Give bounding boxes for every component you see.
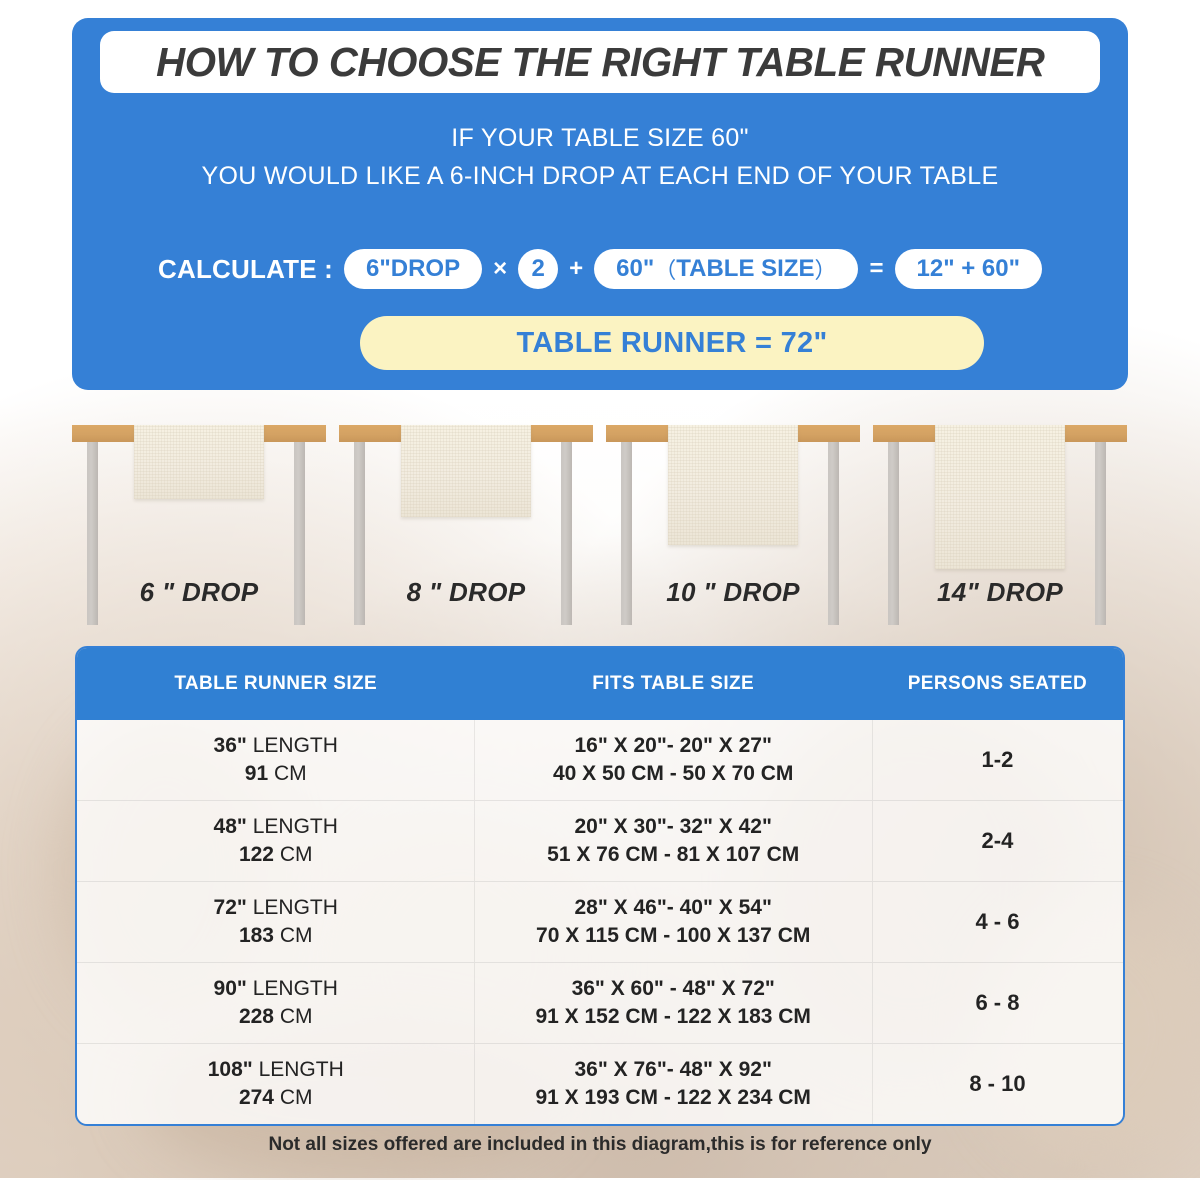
tabletop-surface-left [72, 425, 140, 442]
tabletop-surface-right [1059, 425, 1127, 442]
result-pill: TABLE RUNNER = 72" [360, 316, 984, 370]
cell-fits-table-size: 20" X 30"- 32" X 42" 51 X 76 CM - 81 X 10… [547, 815, 800, 866]
tabletop-surface-left [606, 425, 674, 442]
calculation-row: CALCULATE : 6"DROP × 2 + 60" （ TABLE SIZ… [72, 246, 1128, 292]
pill-drop-value: 6"DROP [344, 249, 483, 289]
paren-open: （ [654, 258, 677, 283]
table-runner-fabric [935, 425, 1065, 569]
cell-runner-size: 36" LENGTH 91 CM [213, 734, 338, 785]
drop-illustration: 8 " DROP [339, 425, 593, 625]
drop-label: 8 " DROP [406, 577, 526, 607]
cell-fits-table-size: 36" X 76"- 48" X 92" 91 X 193 CM - 122 X … [535, 1058, 811, 1109]
cell-persons-seated: 2-4 [981, 828, 1014, 854]
subtitle-line-1: IF YOUR TABLE SIZE 60" [451, 124, 749, 152]
drop-label: 14" DROP [937, 577, 1063, 607]
title-box: HOW TO CHOOSE THE RIGHT TABLE RUNNER [100, 31, 1100, 93]
table-row: 108" LENGTH 274 CM 36" X 76"- 48" X 92" 91 … [77, 1043, 1123, 1124]
table-leg-left [888, 442, 899, 625]
table-leg-right [561, 442, 572, 625]
cell-persons-seated: 1-2 [981, 747, 1014, 773]
table-runner-fabric [401, 425, 531, 517]
tabletop-surface-left [873, 425, 941, 442]
table-size-name: TABLE SIZE [676, 255, 815, 282]
pill-table-size: 60" （ TABLE SIZE ） [594, 249, 859, 289]
drop-illustration: 10 " DROP [606, 425, 860, 625]
calculate-label: CALCULATE : [158, 253, 334, 284]
result-text: TABLE RUNNER = 72" [516, 326, 828, 359]
tabletop-surface-right [792, 425, 860, 442]
subtitle-line-2: YOU WOULD LIKE A 6-INCH DROP AT EACH END… [201, 162, 999, 190]
cell-fits-table-size: 28" X 46"- 40" X 54" 70 X 115 CM - 100 X … [536, 896, 811, 947]
pill-sum: 12" + 60" [894, 249, 1042, 289]
cell-persons-seated: 8 - 10 [969, 1071, 1026, 1097]
cell-fits-table-size: 16" X 20"- 20" X 27" 40 X 50 CM - 50 X 70… [552, 734, 794, 785]
table-row: 36" LENGTH 91 CM 16" X 20"- 20" X 27" 40 X … [77, 720, 1123, 800]
table-runner-fabric [134, 425, 264, 499]
table-size-value: 60" [616, 255, 655, 282]
drop-illustration: 6 " DROP [72, 425, 326, 625]
column-header-persons-seated: PERSONS SEATED [907, 673, 1088, 694]
paren-close: ） [814, 258, 837, 283]
cell-runner-size: 48" LENGTH 122 CM [213, 815, 338, 866]
drop-illustrations: 6 " DROP 8 " DROP 10 " DROP 14" DROP [72, 425, 1128, 625]
drop-label: 6 " DROP [139, 577, 259, 607]
table-header-row: TABLE RUNNER SIZE FITS TABLE SIZE PERSON… [77, 648, 1123, 720]
table-leg-left [87, 442, 98, 625]
table-leg-right [828, 442, 839, 625]
table-footnote: Not all sizes offered are included in th… [268, 1134, 932, 1155]
table-runner-fabric [668, 425, 798, 545]
cell-fits-table-size: 36" X 60" - 48" X 72" 91 X 152 CM - 122 X… [535, 977, 811, 1028]
column-header-runner-size: TABLE RUNNER SIZE [174, 673, 378, 694]
table-row: 48" LENGTH 122 CM 20" X 30"- 32" X 42" 51 X… [77, 800, 1123, 881]
drop-illustration: 14" DROP [873, 425, 1127, 625]
cell-persons-seated: 6 - 8 [975, 990, 1020, 1016]
tabletop-surface-right [525, 425, 593, 442]
table-leg-right [1095, 442, 1106, 625]
size-chart-table: TABLE RUNNER SIZE FITS TABLE SIZE PERSON… [75, 646, 1125, 1126]
table-leg-left [354, 442, 365, 625]
table-row: 72" LENGTH 183 CM 28" X 46"- 40" X 54" 70 X… [77, 881, 1123, 962]
drop-label: 10 " DROP [666, 577, 800, 607]
operator-multiply: × [493, 255, 508, 282]
tabletop-surface-right [258, 425, 326, 442]
pill-multiplier: 2 [518, 249, 559, 289]
table-row: 90" LENGTH 228 CM 36" X 60" - 48" X 72" 91 … [77, 962, 1123, 1043]
page-title: HOW TO CHOOSE THE RIGHT TABLE RUNNER [155, 38, 1045, 85]
table-body: 36" LENGTH 91 CM 16" X 20"- 20" X 27" 40 X … [77, 720, 1123, 1124]
table-leg-left [621, 442, 632, 625]
table-leg-right [294, 442, 305, 625]
tabletop-surface-left [339, 425, 407, 442]
operator-plus: + [569, 255, 584, 282]
cell-runner-size: 90" LENGTH 228 CM [213, 977, 338, 1028]
calculator-panel: HOW TO CHOOSE THE RIGHT TABLE RUNNER IF … [72, 18, 1128, 390]
cell-persons-seated: 4 - 6 [975, 909, 1020, 935]
column-header-fits-table-size: FITS TABLE SIZE [592, 673, 755, 694]
operator-equals: = [869, 255, 884, 282]
cell-runner-size: 72" LENGTH 183 CM [213, 896, 338, 947]
cell-runner-size: 108" LENGTH 274 CM [207, 1058, 344, 1109]
